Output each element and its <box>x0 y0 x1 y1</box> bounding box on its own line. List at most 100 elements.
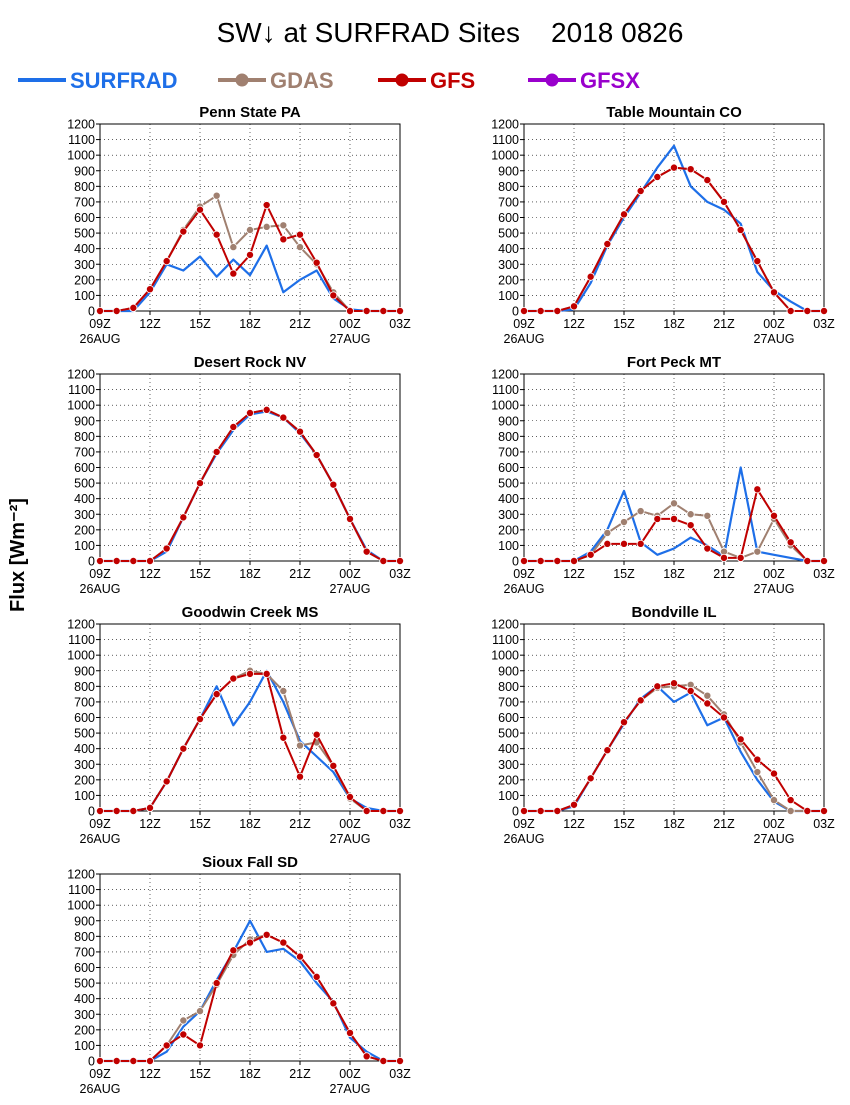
x-tick-label: 09Z <box>89 567 111 581</box>
y-tick-label: 700 <box>74 945 95 959</box>
data-point-gfs <box>329 291 338 300</box>
y-tick-label: 100 <box>74 539 95 553</box>
x-tick-label: 00Z <box>339 317 361 331</box>
data-point-gfs <box>96 807 105 816</box>
y-tick-label: 1100 <box>68 383 95 397</box>
data-point-gfs <box>379 557 388 566</box>
data-point-gfs <box>686 521 695 530</box>
x-date-label: 27AUG <box>754 332 795 346</box>
data-point-gfs <box>636 187 645 196</box>
data-point-gdas <box>279 687 288 696</box>
data-point-gfs <box>670 679 679 688</box>
legend-item-gfsx: GFSX <box>528 68 640 93</box>
data-point-gfs <box>229 674 238 683</box>
x-tick-label: 12Z <box>563 567 585 581</box>
data-point-gdas <box>770 796 779 805</box>
y-tick-label: 0 <box>88 1055 95 1069</box>
y-tick-label: 600 <box>74 711 95 725</box>
x-tick-label: 18Z <box>663 567 685 581</box>
data-point-gdas <box>295 243 304 252</box>
data-point-gfs <box>553 557 562 566</box>
y-tick-label: 1000 <box>491 649 519 663</box>
y-tick-label: 800 <box>498 430 519 444</box>
data-point-gfs <box>803 807 812 816</box>
x-tick-label: 00Z <box>339 567 361 581</box>
data-point-gfs <box>736 225 745 234</box>
x-tick-label: 12Z <box>563 817 585 831</box>
y-tick-label: 0 <box>512 555 519 569</box>
x-tick-label: 00Z <box>763 317 785 331</box>
x-tick-label: 09Z <box>513 817 535 831</box>
y-tick-label: 300 <box>74 258 95 272</box>
y-tick-label: 500 <box>74 477 95 491</box>
data-point-gfs <box>379 807 388 816</box>
data-point-gfs <box>786 796 795 805</box>
y-tick-label: 900 <box>74 914 95 928</box>
data-point-gfs <box>312 972 321 981</box>
data-point-gfs <box>536 557 545 566</box>
data-point-gfs <box>362 807 371 816</box>
data-point-gfs <box>345 514 354 523</box>
y-tick-label: 200 <box>498 773 519 787</box>
data-point-gfs <box>653 514 662 523</box>
data-point-gfs <box>395 1057 404 1066</box>
data-point-gfs <box>362 1052 371 1061</box>
data-point-gfs <box>145 1057 154 1066</box>
data-point-gfs <box>720 197 729 206</box>
x-tick-label: 12Z <box>563 317 585 331</box>
data-point-gfs <box>129 303 138 312</box>
data-point-gfs <box>620 210 629 219</box>
y-tick-label: 400 <box>498 242 519 256</box>
data-point-gfs <box>586 774 595 783</box>
data-point-gfs <box>603 539 612 548</box>
series-gfs <box>520 163 829 315</box>
series-gfs <box>96 201 404 315</box>
y-tick-label: 300 <box>498 508 519 522</box>
data-point-gfs <box>195 1041 204 1050</box>
data-point-gfs <box>245 250 254 259</box>
y-tick-label: 600 <box>498 211 519 225</box>
y-tick-label: 1000 <box>67 399 95 413</box>
data-point-gfs <box>803 557 812 566</box>
data-point-gfs <box>162 777 171 786</box>
y-tick-label: 1100 <box>492 383 519 397</box>
data-point-gfs <box>620 539 629 548</box>
series-line-gfs <box>524 166 824 312</box>
y-tick-label: 1200 <box>491 618 519 632</box>
data-point-gfs <box>636 696 645 705</box>
data-point-gfs <box>279 235 288 244</box>
y-tick-label: 1100 <box>68 883 95 897</box>
x-tick-label: 18Z <box>663 317 685 331</box>
data-point-gdas <box>212 191 221 200</box>
data-point-gfs <box>96 1057 105 1066</box>
x-date-label: 26AUG <box>80 832 121 846</box>
data-point-gfs <box>262 930 271 939</box>
x-tick-label: 12Z <box>139 317 161 331</box>
data-point-gfs <box>686 165 695 174</box>
x-tick-label: 09Z <box>89 317 111 331</box>
y-tick-label: 100 <box>74 289 95 303</box>
data-point-gfs <box>145 557 154 566</box>
x-tick-label: 18Z <box>239 1067 261 1081</box>
y-tick-label: 0 <box>88 555 95 569</box>
data-point-gfs <box>770 511 779 520</box>
data-point-gfs <box>312 258 321 267</box>
data-point-gdas <box>620 518 629 527</box>
data-point-gfs <box>803 306 812 315</box>
y-tick-label: 800 <box>74 930 95 944</box>
x-date-label: 26AUG <box>80 1082 121 1096</box>
legend-marker <box>235 73 249 87</box>
x-tick-label: 21Z <box>289 1067 311 1081</box>
data-point-gfs <box>162 1041 171 1050</box>
y-tick-label: 400 <box>498 492 519 506</box>
data-point-gfs <box>129 557 138 566</box>
y-tick-label: 700 <box>498 695 519 709</box>
data-point-gfs <box>720 553 729 562</box>
y-tick-label: 400 <box>74 742 95 756</box>
x-tick-label: 21Z <box>713 567 735 581</box>
y-tick-label: 600 <box>74 961 95 975</box>
x-tick-label: 00Z <box>763 567 785 581</box>
y-tick-label: 1100 <box>492 633 519 647</box>
data-point-gdas <box>229 243 238 252</box>
